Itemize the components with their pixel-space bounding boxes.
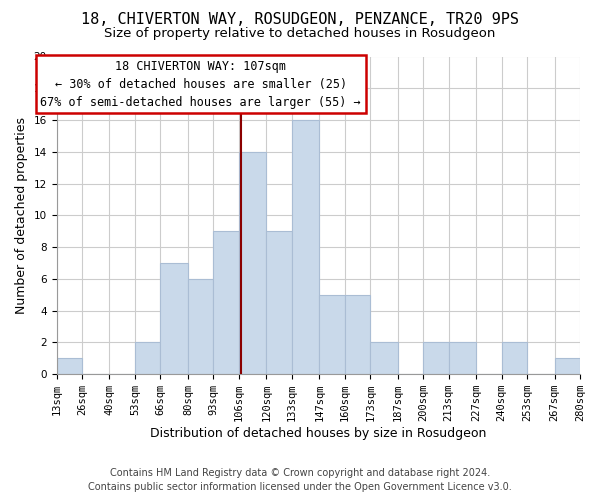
Bar [292,120,319,374]
Text: 18, CHIVERTON WAY, ROSUDGEON, PENZANCE, TR20 9PS: 18, CHIVERTON WAY, ROSUDGEON, PENZANCE, … [81,12,519,28]
Bar [214,231,239,374]
Bar [135,342,160,374]
X-axis label: Distribution of detached houses by size in Rosudgeon: Distribution of detached houses by size … [150,427,487,440]
Bar [554,358,580,374]
Bar [345,295,370,374]
Bar [266,231,292,374]
Bar [160,263,188,374]
Bar [370,342,398,374]
Text: 18 CHIVERTON WAY: 107sqm
← 30% of detached houses are smaller (25)
67% of semi-d: 18 CHIVERTON WAY: 107sqm ← 30% of detach… [40,60,361,108]
Text: Contains HM Land Registry data © Crown copyright and database right 2024.
Contai: Contains HM Land Registry data © Crown c… [88,468,512,492]
Bar [188,279,214,374]
Bar [319,295,345,374]
Bar [56,358,82,374]
Text: Size of property relative to detached houses in Rosudgeon: Size of property relative to detached ho… [104,28,496,40]
Bar [239,152,266,374]
Bar [449,342,476,374]
Y-axis label: Number of detached properties: Number of detached properties [15,117,28,314]
Bar [502,342,527,374]
Bar [423,342,449,374]
